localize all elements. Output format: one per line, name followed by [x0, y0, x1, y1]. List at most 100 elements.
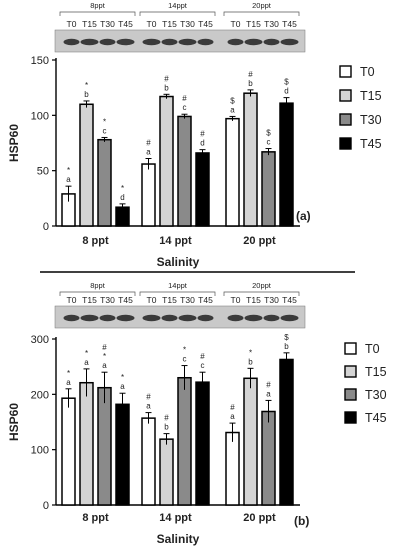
blot-band: [80, 38, 99, 46]
y-tick-label: 200: [31, 389, 49, 401]
bar-t45: [195, 152, 210, 227]
significance-mark: *: [249, 348, 252, 357]
blot-band: [116, 314, 135, 322]
blot-group-label: 14ppt: [168, 1, 188, 10]
significance-mark: a: [230, 412, 235, 421]
blot-lane-label: T30: [264, 19, 279, 29]
bar-t45: [115, 403, 130, 506]
significance-mark: d: [200, 139, 204, 148]
blot-band: [161, 314, 178, 322]
legend-swatch-t15: [339, 89, 352, 102]
bar-t45: [279, 102, 294, 227]
blot-band: [280, 38, 299, 46]
significance-mark: a: [84, 358, 89, 367]
blot-band: [227, 38, 244, 46]
significance-mark: c: [267, 138, 271, 147]
blot-band: [244, 314, 263, 322]
bar-t30: [177, 115, 192, 227]
legend-swatch-t45: [344, 411, 357, 424]
blot-lane-label: T30: [100, 19, 115, 29]
y-tick-label: 100: [31, 445, 49, 457]
significance-mark: *: [103, 352, 106, 361]
blot-lane-label: T45: [118, 295, 133, 305]
bar-t30: [97, 386, 112, 506]
significance-mark: d: [284, 87, 288, 96]
legend-swatch-t0: [344, 342, 357, 355]
y-tick-label: 100: [31, 110, 49, 122]
blot-lane-label: T0: [67, 19, 77, 29]
significance-mark: #: [230, 403, 235, 412]
bar-t0: [225, 431, 240, 506]
blot-lane-label: T15: [246, 295, 261, 305]
blot-band: [116, 38, 135, 46]
significance-mark: #: [200, 352, 205, 361]
significance-mark: a: [146, 402, 151, 411]
significance-mark: b: [164, 83, 169, 92]
blot-lane-label: T0: [231, 295, 241, 305]
blot-group-bracket: [223, 11, 300, 16]
legend-label: T45: [365, 411, 387, 425]
bar-t15: [159, 95, 174, 227]
blot-group-bracket: [139, 11, 216, 16]
y-tick-label: 0: [43, 221, 49, 233]
blot-band: [263, 314, 280, 322]
significance-mark: a: [102, 361, 107, 370]
legend-label: T15: [360, 89, 382, 103]
bar-t30: [261, 410, 276, 506]
legend-swatch-t0: [339, 65, 352, 78]
significance-mark: a: [230, 105, 235, 114]
x-category-label: 8 ppt: [82, 512, 109, 524]
significance-mark: d: [120, 193, 124, 202]
blot-lane-label: T45: [198, 19, 213, 29]
bar-t0: [141, 163, 156, 227]
y-tick-label: 50: [37, 166, 49, 178]
significance-mark: #: [248, 70, 253, 79]
blot-band: [142, 314, 161, 322]
blot-lane-label: T30: [180, 19, 195, 29]
blot-lane-label: T15: [82, 295, 97, 305]
blot-band: [178, 38, 197, 46]
significance-mark: *: [67, 166, 70, 175]
significance-mark: c: [201, 361, 205, 370]
significance-mark: b: [284, 342, 289, 351]
blot-band: [178, 314, 197, 322]
x-category-label: 14 ppt: [159, 512, 192, 524]
bar-t30: [97, 138, 112, 227]
legend-label: T0: [365, 342, 380, 356]
significance-mark: b: [248, 357, 253, 366]
panel-tag: (a): [296, 209, 311, 223]
significance-mark: #: [146, 138, 151, 147]
blot-band: [197, 38, 214, 46]
legend: T0 T15 T30 T45: [339, 65, 382, 151]
significance-mark: c: [103, 126, 107, 135]
significance-mark: *: [85, 81, 88, 90]
panel-tag: (b): [294, 514, 309, 528]
significance-mark: #: [146, 393, 151, 402]
significance-mark: a: [120, 382, 125, 391]
blot-group-bracket: [59, 11, 136, 16]
significance-mark: $: [266, 129, 271, 138]
x-category-label: 20 ppt: [243, 235, 276, 247]
bar-t0: [61, 397, 76, 506]
blot-lane-label: T45: [198, 295, 213, 305]
y-tick-label: 0: [43, 500, 49, 512]
significance-mark: #: [164, 74, 169, 83]
significance-mark: #: [266, 380, 271, 389]
blot-lane-label: T15: [162, 295, 177, 305]
legend-swatch-t45: [339, 137, 352, 150]
y-tick-label: 150: [31, 55, 49, 67]
y-axis-title: HSP60: [7, 403, 21, 441]
y-tick-label: 300: [31, 334, 49, 346]
significance-mark: *: [85, 349, 88, 358]
bar-t45: [279, 358, 294, 506]
significance-mark: a: [66, 378, 71, 387]
x-category-label: 8 ppt: [82, 235, 109, 247]
blot-band: [263, 38, 280, 46]
blot-band: [227, 314, 244, 322]
blot-band: [63, 38, 80, 46]
bar-t15: [159, 438, 174, 506]
x-axis-title: Salinity: [157, 532, 200, 546]
